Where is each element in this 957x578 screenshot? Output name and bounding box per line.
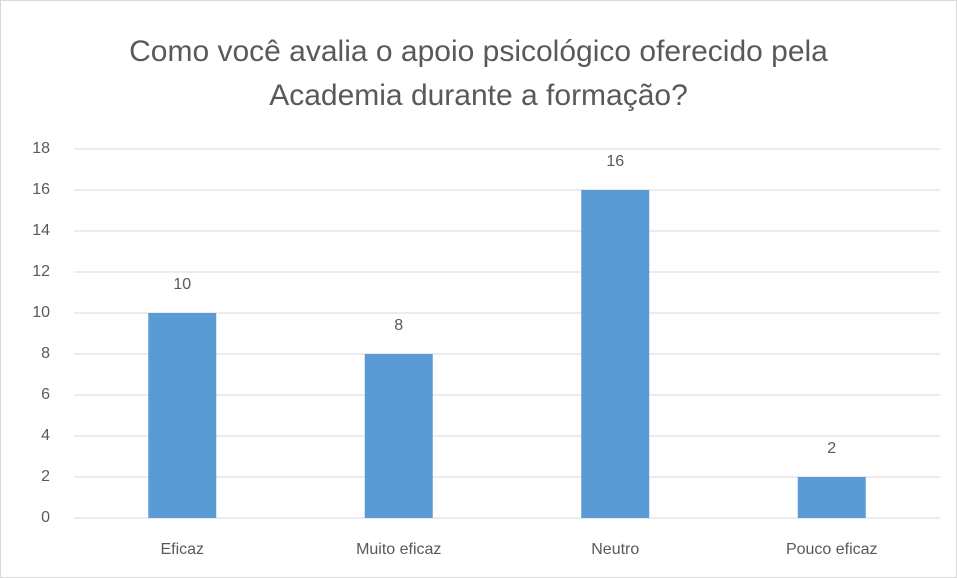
chart-title-box: Como você avalia o apoio psicológico ofe… — [0, 30, 957, 118]
bar — [797, 477, 866, 518]
y-tick-label: 0 — [41, 509, 50, 526]
y-tick-label: 16 — [32, 181, 50, 198]
y-tick-label: 6 — [41, 386, 50, 403]
bar — [148, 313, 217, 518]
bar — [581, 190, 650, 518]
x-tick-label: Pouco eficaz — [786, 541, 878, 558]
x-tick-label: Eficaz — [160, 541, 204, 558]
data-label: 2 — [827, 440, 836, 457]
x-tick-label: Muito eficaz — [356, 541, 441, 558]
y-tick-label: 18 — [32, 140, 50, 157]
y-tick-label: 8 — [41, 345, 50, 362]
y-tick-label: 2 — [41, 468, 50, 485]
y-tick-label: 4 — [41, 427, 50, 444]
x-tick-label: Neutro — [591, 541, 639, 558]
data-label: 16 — [606, 153, 624, 170]
data-label: 10 — [173, 276, 191, 293]
data-label: 8 — [394, 317, 403, 334]
y-tick-label: 14 — [32, 222, 50, 239]
chart-title: Como você avalia o apoio psicológico ofe… — [129, 35, 828, 112]
y-tick-label: 12 — [32, 263, 50, 280]
bar — [364, 354, 433, 518]
y-tick-label: 10 — [32, 304, 50, 321]
